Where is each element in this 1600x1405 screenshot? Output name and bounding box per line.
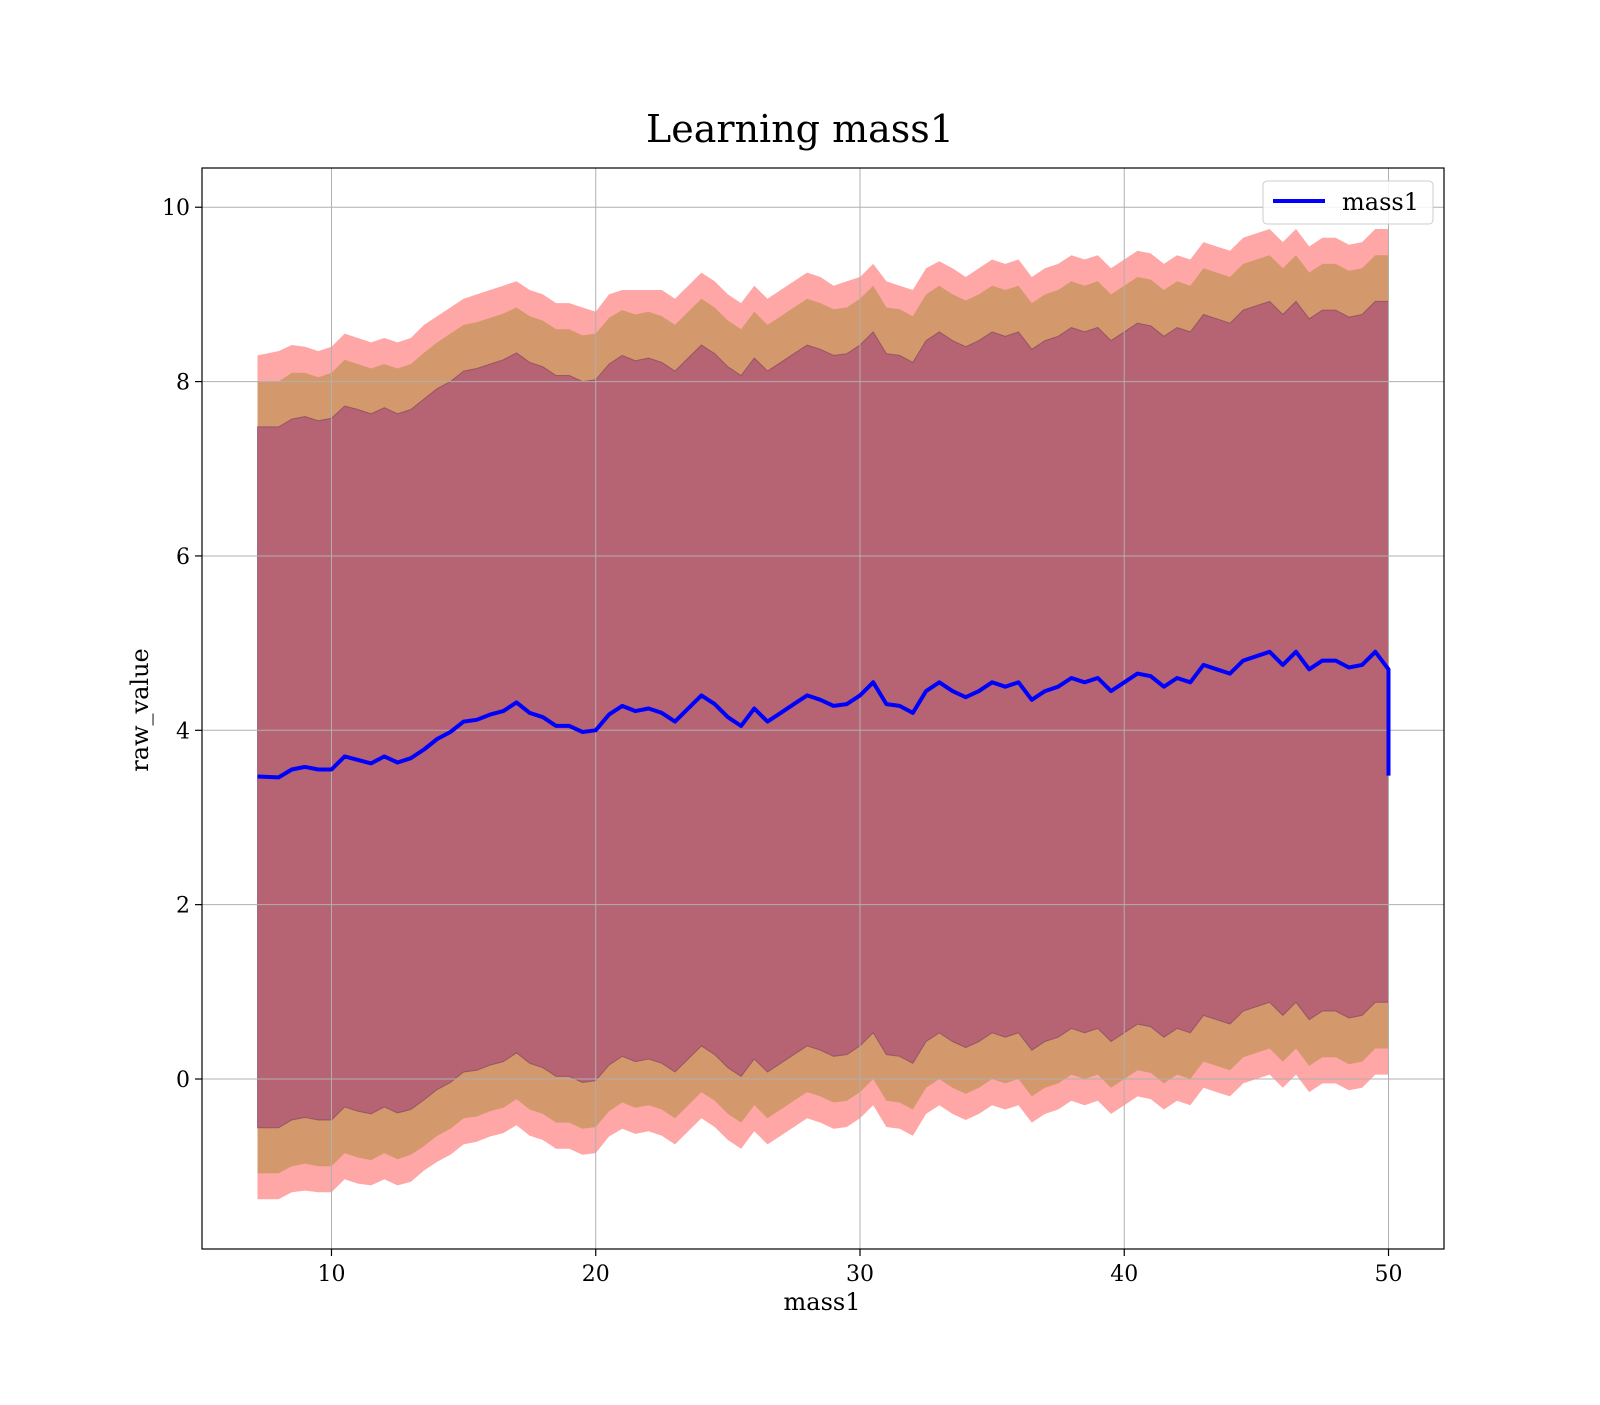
x-tick-label: 40 [1110, 1262, 1138, 1287]
grid-layer [202, 168, 1444, 1249]
y-tick-label: 2 [176, 894, 190, 919]
line-layer [257, 649, 1391, 780]
y-tick-label: 0 [176, 1068, 190, 1093]
x-tick-label: 20 [582, 1262, 610, 1287]
chart-title: Learning mass1 [646, 107, 954, 151]
y-axis-label: raw_value [126, 648, 154, 772]
legend-box [1262, 180, 1434, 225]
x-tick-label: 10 [317, 1262, 345, 1287]
plot-frame [201, 167, 1445, 1250]
legend-label: mass1 [1342, 188, 1419, 216]
bands-layer [257, 229, 1389, 1200]
y-tick-label: 8 [176, 371, 190, 396]
legend: mass1 [1262, 180, 1434, 225]
x-tick-label: 30 [846, 1262, 874, 1287]
y-tick-label: 10 [162, 196, 190, 221]
y-tick-label: 4 [176, 719, 190, 744]
band-inner [257, 300, 1389, 1129]
ticks-layer: 10 20 30 40 50 0 2 4 6 8 10 [162, 196, 1403, 1287]
series-line-mass1 [257, 649, 1391, 780]
x-tick-label: 50 [1375, 1262, 1403, 1287]
x-axis-label: mass1 [784, 1288, 861, 1316]
band-outer [257, 229, 1389, 1200]
band-middle [257, 255, 1389, 1174]
y-tick-label: 6 [176, 545, 190, 570]
